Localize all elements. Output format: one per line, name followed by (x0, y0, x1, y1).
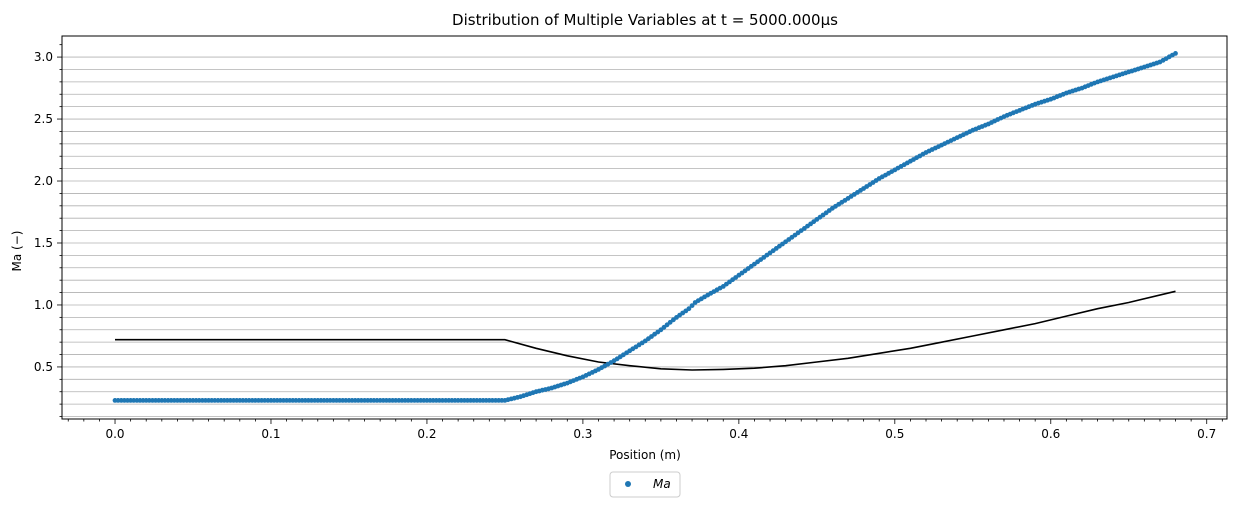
y-tick-label: 2.5 (34, 112, 53, 126)
series-line-path (115, 290, 1176, 371)
x-tick-label: 0.7 (1197, 427, 1216, 441)
series-line (115, 290, 1176, 371)
series-points (112, 51, 1178, 403)
y-tick-label: 1.0 (34, 298, 53, 312)
legend-box (609, 471, 681, 498)
legend-marker (625, 481, 631, 487)
data-point (686, 306, 692, 312)
data-point (1173, 51, 1178, 56)
x-tick-label: 0.0 (105, 427, 124, 441)
x-tick-label: 0.4 (729, 427, 748, 441)
legend: Ma (609, 471, 681, 498)
x-axis-label: Position (m) (609, 448, 681, 462)
data-point (689, 303, 695, 308)
x-tick-label: 0.5 (885, 427, 904, 441)
x-tick-label: 0.1 (261, 427, 280, 441)
y-tick-label: 0.5 (34, 360, 53, 374)
x-tick-label: 0.6 (1041, 427, 1060, 441)
y-tick-label: 2.0 (34, 174, 53, 188)
x-tick-label: 0.3 (573, 427, 592, 441)
y-tick-label: 3.0 (34, 50, 53, 64)
x-tick-label: 0.2 (417, 427, 436, 441)
y-tick-label: 1.5 (34, 236, 53, 250)
grid (62, 56, 1227, 417)
chart-title: Distribution of Multiple Variables at t … (452, 11, 838, 29)
y-axis-label: Ma (−) (10, 231, 24, 272)
legend-label: Ma (653, 477, 671, 491)
plot-frame (61, 35, 1228, 420)
ticks: 0.0 0.1 0.2 0.3 0.4 0.5 0.6 0.7 0.5 1.0 1.5 2.0 2.5 3… (34, 44, 1223, 441)
